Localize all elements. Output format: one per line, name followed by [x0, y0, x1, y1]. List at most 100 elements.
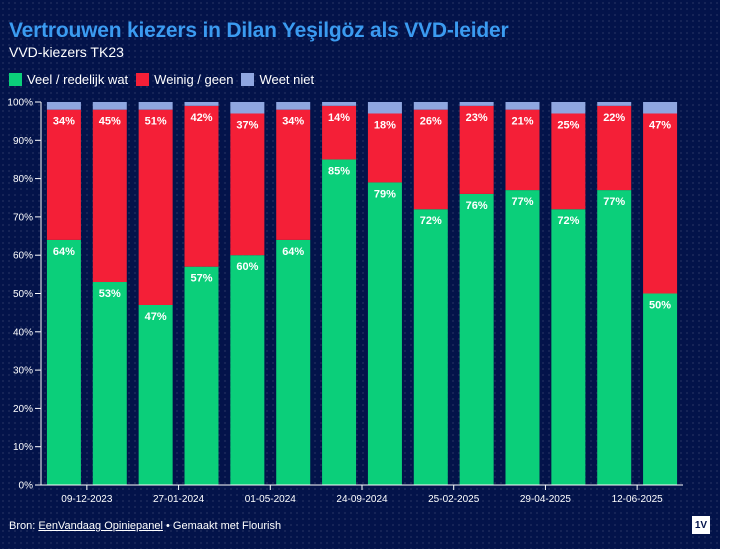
bar-segment-weet-niet: [184, 102, 219, 106]
x-tick-label: 25-02-2025: [428, 494, 480, 505]
source-label: Bron:: [9, 520, 36, 532]
data-label: 14%: [328, 112, 350, 124]
footer: Bron: EenVandaag Opiniepanel • Gemaakt m…: [9, 520, 281, 532]
x-tick-label: 12-06-2025: [612, 494, 664, 505]
chart-subtitle: VVD-kiezers TK23: [9, 44, 124, 60]
bar-segment-weinig: [184, 105, 219, 267]
bar-segment-weinig: [322, 105, 357, 160]
data-label: 34%: [282, 116, 304, 128]
y-tick-label: 0%: [19, 481, 34, 492]
legend-swatch-weinig: [136, 72, 150, 86]
bar-segment-veel: [597, 190, 632, 485]
bar-segment-veel: [322, 159, 357, 485]
y-tick-label: 80%: [13, 174, 33, 185]
data-label: 77%: [511, 196, 533, 208]
legend-swatch-veel: [9, 72, 22, 86]
bar-segment-weet-niet: [138, 102, 173, 110]
y-tick-label: 20%: [13, 404, 33, 415]
bar-segment-weet-niet: [551, 102, 586, 114]
bar-segment-weinig: [92, 109, 127, 283]
bar-segment-weinig: [367, 113, 402, 183]
data-label: 77%: [603, 196, 625, 208]
data-label: 57%: [190, 273, 212, 285]
y-tick-label: 10%: [13, 442, 33, 453]
bar-segment-weet-niet: [276, 102, 311, 110]
bar-segment-weet-niet: [597, 102, 632, 106]
data-label: 53%: [99, 288, 121, 300]
bar-segment-weinig: [643, 113, 678, 294]
bar-segment-weinig: [138, 109, 173, 305]
y-tick-label: 30%: [13, 366, 33, 377]
bar-segment-weet-niet: [322, 102, 357, 106]
x-tick-label: 27-01-2024: [153, 494, 205, 505]
bar-segment-veel: [413, 209, 448, 486]
data-label: 79%: [374, 188, 396, 200]
data-label: 72%: [557, 215, 579, 227]
bar-segment-weet-niet: [643, 102, 678, 114]
bar-segment-weet-niet: [230, 102, 265, 114]
data-label: 85%: [328, 165, 350, 177]
bar-segment-weinig: [230, 113, 265, 256]
legend-label-weinig: Weinig / geen: [154, 71, 234, 87]
bar-segment-weinig: [505, 109, 540, 191]
bar-segment-weinig: [276, 109, 311, 240]
bar-segment-weet-niet: [505, 102, 540, 110]
data-label: 25%: [557, 119, 579, 131]
data-label: 47%: [145, 311, 167, 323]
data-label: 76%: [466, 200, 488, 212]
bar-segment-veel: [46, 239, 81, 485]
source-link[interactable]: EenVandaag Opiniepanel: [38, 520, 163, 532]
bar-segment-veel: [184, 266, 219, 485]
legend-item-veel[interactable]: Veel / redelijk wat: [9, 72, 128, 87]
bar-segment-veel: [92, 282, 127, 485]
bar-segment-veel: [643, 293, 678, 485]
data-label: 50%: [649, 300, 671, 312]
bar-segment-weinig: [46, 109, 81, 240]
bar-segment-veel: [505, 190, 540, 485]
y-tick-label: 100%: [7, 98, 33, 109]
bar-segment-weet-niet: [367, 102, 402, 114]
legend-label-veel: Veel / redelijk wat: [27, 71, 129, 87]
bar-segment-weinig: [459, 105, 494, 194]
legend-swatch-weet-niet: [241, 72, 255, 86]
legend-item-weinig[interactable]: Weinig / geen: [136, 72, 233, 87]
bar-segment-veel: [459, 193, 494, 486]
bar-segment-weet-niet: [413, 102, 448, 110]
y-tick-label: 40%: [13, 327, 33, 338]
data-label: 37%: [236, 119, 258, 131]
eenvandaag-logo[interactable]: 1V: [692, 516, 710, 534]
x-tick-label: 24-09-2024: [336, 494, 388, 505]
x-tick-label: 01-05-2024: [245, 494, 297, 505]
bar-segment-weet-niet: [46, 102, 81, 110]
chart-panel: Vertrouwen kiezers in Dilan Yeşilgöz als…: [0, 0, 720, 549]
data-label: 64%: [282, 246, 304, 258]
data-label: 64%: [53, 246, 75, 258]
bar-segment-weinig: [551, 113, 586, 210]
bar-segment-veel: [367, 182, 402, 485]
x-tick-label: 09-12-2023: [61, 494, 113, 505]
y-tick-label: 50%: [13, 289, 33, 300]
data-label: 72%: [420, 215, 442, 227]
data-label: 34%: [53, 116, 75, 128]
bar-segment-weet-niet: [92, 102, 127, 110]
data-label: 51%: [145, 116, 167, 128]
chart-title: Vertrouwen kiezers in Dilan Yeşilgöz als…: [9, 19, 509, 42]
data-label: 60%: [236, 261, 258, 273]
bar-segment-weinig: [597, 105, 632, 191]
bar-segment-veel: [551, 209, 586, 486]
data-label: 42%: [190, 112, 212, 124]
data-label: 23%: [466, 112, 488, 124]
legend-label-weet-niet: Weet niet: [259, 71, 315, 87]
legend-item-weet-niet[interactable]: Weet niet: [241, 72, 314, 87]
bar-segment-weinig: [413, 109, 448, 210]
data-label: 45%: [99, 116, 121, 128]
bar-segment-veel: [138, 304, 173, 485]
bar-segment-veel: [276, 239, 311, 485]
y-tick-label: 70%: [13, 212, 33, 223]
bar-segment-veel: [230, 255, 265, 485]
data-label: 26%: [420, 116, 442, 128]
made-with-flourish: • Gemaakt met Flourish: [166, 520, 282, 532]
data-label: 47%: [649, 119, 671, 131]
data-label: 21%: [511, 116, 533, 128]
data-label: 22%: [603, 112, 625, 124]
